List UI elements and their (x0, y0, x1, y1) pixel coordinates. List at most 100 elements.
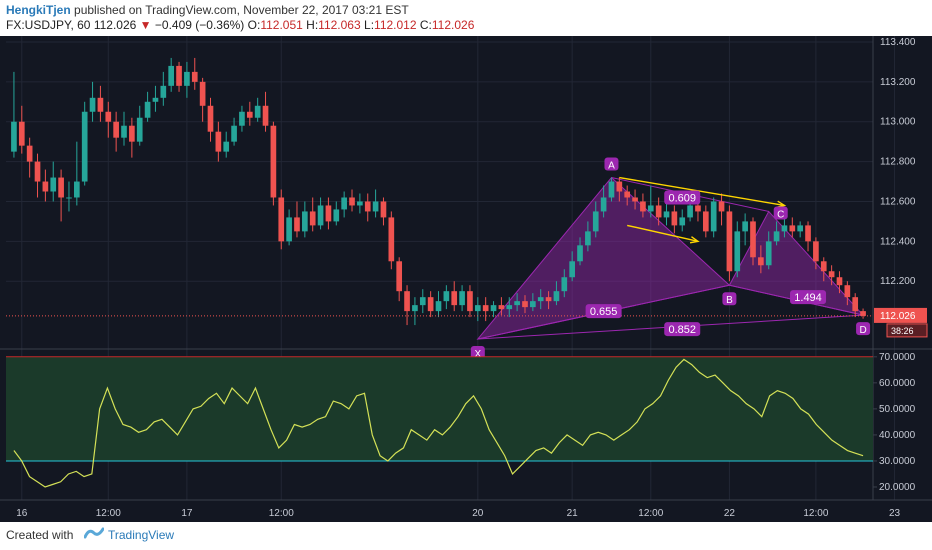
pattern-point-bg (722, 292, 737, 306)
arrow-head-icon (689, 236, 700, 244)
trend-arrow-line (619, 176, 785, 207)
author-link[interactable]: HengkiTjen (6, 3, 71, 17)
countdown-label: 38:26 (891, 326, 914, 336)
candle-up (530, 301, 536, 308)
price-change: −0.409 (−0.36%) (154, 18, 245, 32)
candle-up (317, 205, 324, 226)
rsi-line (13, 358, 864, 488)
y-tick-label: 112.600 (880, 196, 916, 207)
tradingview-brand[interactable]: TradingView (108, 528, 175, 542)
candle-up (663, 211, 670, 218)
candle-down (820, 261, 827, 272)
candle-down (349, 197, 355, 206)
candle-down (718, 201, 725, 212)
candle-up (239, 111, 245, 126)
candle-up (184, 71, 190, 86)
x-tick-label: 16 (16, 508, 28, 519)
candle-down (545, 297, 552, 302)
candle-up (435, 301, 442, 312)
ratio-label: 0.609 (668, 192, 696, 204)
candle-down (58, 177, 64, 198)
ratio-label-bg (585, 304, 622, 319)
candle-up (608, 181, 615, 198)
candle-up (781, 225, 788, 232)
y-tick-label: 113.400 (880, 37, 916, 48)
candle-up (50, 177, 57, 192)
rsi-tick-label: 70.0000 (879, 352, 916, 363)
high-label: H: (306, 18, 319, 32)
candle-up (734, 231, 741, 272)
x-tick-label: 20 (472, 508, 484, 519)
candle-up (773, 231, 780, 242)
symbol-label: FX:USDJPY, 60 (6, 18, 91, 32)
x-tick-label: 12:00 (803, 508, 828, 519)
candle-up (459, 291, 465, 306)
candle-up (412, 305, 418, 312)
candle-up (160, 85, 167, 98)
candle-down (270, 125, 277, 198)
candle-up (121, 125, 127, 138)
candle-up (569, 261, 575, 278)
candle-down (380, 201, 387, 218)
candle-down (26, 145, 33, 162)
pattern-point-label: C (777, 209, 784, 220)
candle-up (710, 201, 717, 232)
ohlc-line: FX:USDJPY, 60 112.026 ▼ −0.409 (−0.36%) … (6, 18, 474, 32)
candle-up (66, 197, 72, 199)
pattern-point-label: A (608, 161, 615, 172)
candle-up (357, 201, 363, 206)
candle-down (702, 211, 709, 232)
candle-down (655, 205, 662, 218)
candle-up (81, 111, 88, 182)
candle-down (176, 65, 182, 86)
candle-down (215, 131, 222, 152)
candle-up (600, 197, 607, 212)
y-tick-label: 112.200 (880, 276, 916, 287)
last-price: 112.026 (93, 18, 137, 32)
rsi-tick-label: 30.0000 (879, 456, 916, 467)
candle-down (522, 301, 528, 308)
candle-down (467, 291, 473, 312)
candle-up (687, 205, 693, 218)
candle-up (474, 305, 481, 312)
x-tick-label: 12:00 (269, 508, 294, 519)
last-price-label: 112.026 (880, 311, 916, 322)
chart-footer: Created with TradingView (0, 522, 932, 550)
candle-down (404, 291, 410, 312)
ratio-label-bg (664, 322, 701, 337)
candle-down (852, 297, 859, 312)
open-label: O: (247, 18, 261, 32)
y-tick-label: 113.200 (880, 77, 916, 88)
candle-down (396, 261, 403, 292)
candle-down (726, 211, 733, 272)
candle-down (207, 105, 214, 132)
candle-up (577, 245, 583, 262)
x-tick-label: 22 (724, 508, 736, 519)
low-value: 112.012 (374, 18, 417, 32)
candle-up (89, 97, 96, 112)
candle-down (844, 285, 851, 298)
candle-up (679, 217, 686, 226)
candle-down (632, 197, 638, 202)
open-value: 112.051 (260, 18, 303, 32)
pattern-point-bg (470, 346, 485, 360)
candle-down (18, 121, 25, 146)
candle-down (294, 217, 300, 232)
y-tick-label: 112.400 (880, 236, 916, 247)
candle-up (152, 97, 159, 102)
candle-down (498, 305, 505, 310)
down-arrow-icon: ▼ (139, 18, 152, 32)
x-tick-label: 23 (889, 508, 901, 519)
candle-down (34, 161, 41, 182)
candle-up (742, 221, 748, 232)
close-label: C: (419, 18, 432, 32)
candle-down (278, 197, 285, 242)
chart-svg[interactable]: 16 12:00 17 12:00 20 21 12:00 22 12:00 23 112.200 1… (0, 36, 932, 522)
chart-area[interactable]: 16 12:00 17 12:00 20 21 12:00 22 12:00 23 112.200 1… (0, 36, 932, 522)
ratio-label-bg (790, 290, 827, 305)
candle-down (325, 205, 332, 222)
x-tick-label: 12:00 (96, 508, 121, 519)
candle-up (136, 117, 143, 142)
candle-down (482, 305, 489, 312)
candle-down (758, 257, 764, 266)
